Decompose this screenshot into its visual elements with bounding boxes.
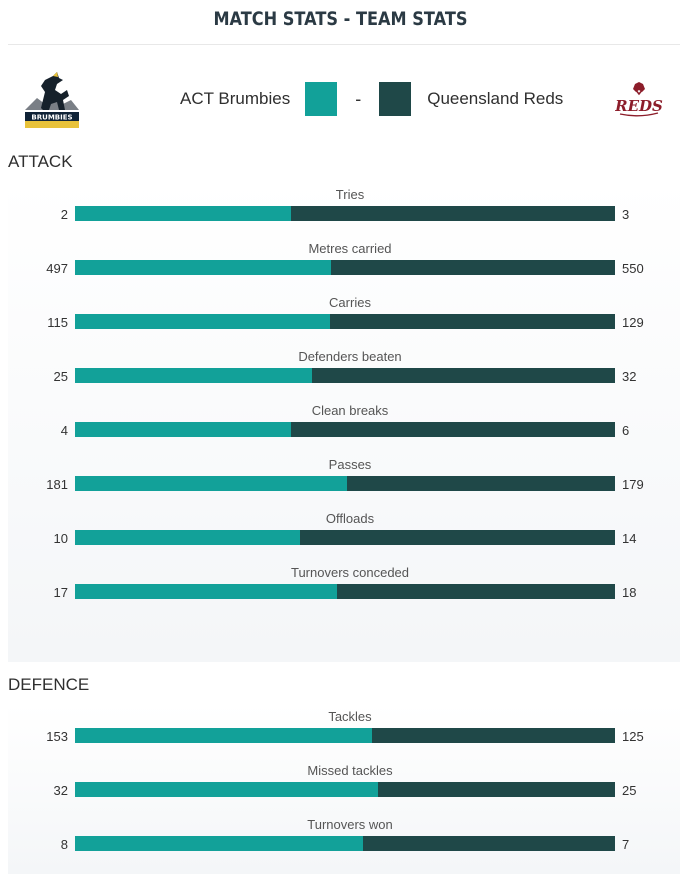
stat-row: Defenders beaten 25 32 — [8, 349, 680, 389]
away-stat-value: 129 — [622, 315, 644, 330]
stat-row: Tackles 153 125 — [8, 709, 680, 749]
home-share-fill — [75, 476, 347, 491]
home-stat-value: 181 — [46, 477, 68, 492]
home-share-fill — [75, 314, 330, 329]
away-stat-value: 550 — [622, 261, 644, 276]
away-stat-value: 25 — [622, 783, 637, 798]
home-stat-value: 2 — [60, 207, 68, 222]
home-team-swatch — [305, 82, 338, 116]
away-stat-value: 14 — [622, 531, 637, 546]
away-stat-value: 3 — [622, 207, 630, 222]
home-share-fill — [75, 206, 291, 221]
stat-row: Clean breaks 4 6 — [8, 403, 680, 443]
page-title: MATCH STATS - TEAM STATS — [213, 8, 468, 30]
stat-comparison-bar — [75, 206, 615, 221]
stat-label: Tries — [335, 187, 365, 202]
stat-label: Carries — [329, 295, 371, 310]
home-share-fill — [75, 584, 338, 599]
stat-comparison-bar — [75, 368, 615, 383]
brumbies-logo-icon: BRUMBIES — [25, 72, 79, 128]
away-team-name: Queensland Reds — [427, 89, 564, 108]
home-share-fill — [75, 530, 300, 545]
home-share-fill — [75, 368, 312, 383]
stat-label: Turnovers won — [307, 817, 393, 832]
away-stat-value: 18 — [622, 585, 637, 600]
home-stat-value: 497 — [46, 261, 68, 276]
stat-label: Offloads — [325, 511, 375, 526]
teams-header: BRUMBIES ACT Brumbies - Queensland Reds … — [8, 66, 673, 136]
stat-comparison-bar — [75, 836, 615, 851]
home-share-fill — [75, 728, 373, 743]
away-stat-value: 32 — [622, 369, 637, 384]
home-stat-value: 115 — [47, 315, 68, 330]
home-share-fill — [75, 782, 379, 797]
stat-label: Turnovers conceded — [290, 565, 410, 580]
stat-comparison-bar — [75, 584, 615, 599]
stat-row: Tries 2 3 — [8, 187, 680, 227]
home-share-fill — [75, 422, 291, 437]
away-team-swatch — [379, 82, 412, 116]
stat-row: Offloads 10 14 — [8, 511, 680, 551]
stat-comparison-bar — [75, 728, 615, 743]
home-stat-value: 8 — [60, 837, 68, 852]
svg-text:REDS: REDS — [615, 97, 663, 115]
stat-label: Tackles — [328, 709, 372, 724]
stat-comparison-bar — [75, 782, 615, 797]
away-stat-value: 6 — [622, 423, 630, 438]
defence-stats-panel: Tackles 153 125 Missed tackles 32 25 Turnovers… — [8, 704, 680, 874]
stat-comparison-bar — [75, 314, 615, 329]
home-stat-value: 153 — [46, 729, 68, 744]
stat-row: Metres carried 497 550 — [8, 241, 680, 281]
stat-row: Missed tackles 32 25 — [8, 763, 680, 803]
stat-label: Defenders beaten — [298, 349, 402, 364]
stat-label: Clean breaks — [311, 403, 389, 418]
home-stat-value: 4 — [60, 423, 68, 438]
home-stat-value: 32 — [53, 783, 68, 798]
home-team-name: ACT Brumbies — [180, 89, 291, 108]
stat-label: Missed tackles — [307, 763, 393, 778]
stat-comparison-bar — [75, 530, 615, 545]
defence-section-title: DEFENCE — [8, 675, 90, 694]
home-stat-value: 17 — [53, 585, 68, 600]
away-stat-value: 179 — [622, 477, 644, 492]
attack-section-title: ATTACK — [8, 152, 73, 171]
team-legend: ACT Brumbies - Queensland Reds — [180, 82, 563, 116]
stat-row: Passes 181 179 — [8, 457, 680, 497]
stat-row: Turnovers conceded 17 18 — [8, 565, 680, 605]
away-stat-value: 125 — [622, 729, 644, 744]
home-share-fill — [75, 836, 363, 851]
stat-comparison-bar — [75, 422, 615, 437]
stat-row: Turnovers won 8 7 — [8, 817, 680, 857]
stat-comparison-bar — [75, 260, 615, 275]
legend-separator: - — [355, 88, 362, 109]
home-stat-value: 10 — [53, 531, 68, 546]
reds-logo-icon: REDS — [615, 82, 663, 117]
attack-stats-panel: Tries 2 3 Metres carried 497 550 Carries 115 129… — [8, 180, 680, 662]
stat-label: Passes — [328, 457, 372, 472]
home-share-fill — [75, 260, 332, 275]
away-stat-value: 7 — [622, 837, 630, 852]
stat-label: Metres carried — [308, 241, 392, 256]
stat-row: Carries 115 129 — [8, 295, 680, 335]
home-stat-value: 25 — [53, 369, 68, 384]
svg-text:BRUMBIES: BRUMBIES — [31, 114, 72, 122]
title-divider — [8, 44, 680, 45]
stat-comparison-bar — [75, 476, 615, 491]
